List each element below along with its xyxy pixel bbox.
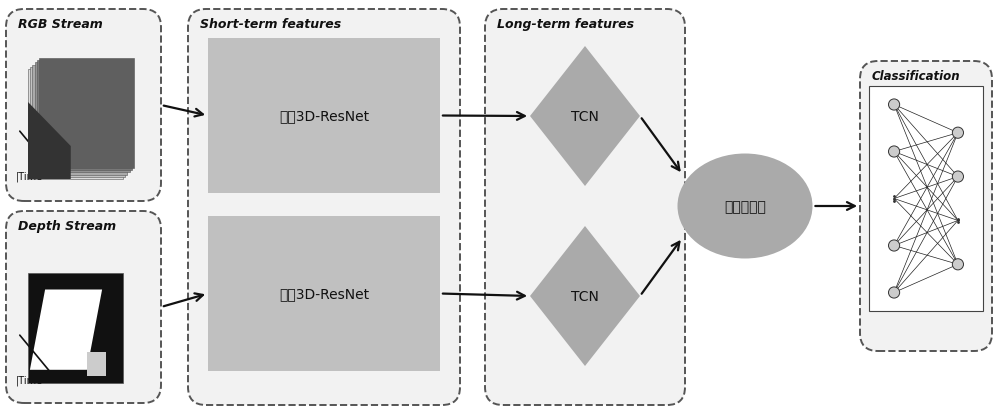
Circle shape xyxy=(952,259,964,270)
Text: RGB Stream: RGB Stream xyxy=(18,18,103,31)
Circle shape xyxy=(888,147,900,158)
Text: Short-term features: Short-term features xyxy=(200,18,341,31)
Polygon shape xyxy=(30,290,102,370)
Text: Classification: Classification xyxy=(872,70,961,83)
FancyBboxPatch shape xyxy=(6,10,161,202)
FancyBboxPatch shape xyxy=(6,211,161,403)
Text: Long-term features: Long-term features xyxy=(497,18,634,31)
Ellipse shape xyxy=(678,154,812,259)
Bar xyxy=(37,61,132,171)
Bar xyxy=(39,59,134,169)
FancyBboxPatch shape xyxy=(485,10,685,405)
Bar xyxy=(208,216,440,371)
Text: Depth Stream: Depth Stream xyxy=(18,219,116,233)
Text: |Time: |Time xyxy=(16,171,43,182)
Polygon shape xyxy=(530,47,640,187)
Text: 轻量3D-ResNet: 轻量3D-ResNet xyxy=(279,287,369,301)
Text: TCN: TCN xyxy=(571,289,599,303)
Text: |Time: |Time xyxy=(16,375,43,386)
Bar xyxy=(30,68,125,177)
Text: 轻量3D-ResNet: 轻量3D-ResNet xyxy=(279,109,369,123)
Polygon shape xyxy=(28,103,71,180)
Bar xyxy=(32,65,127,175)
Polygon shape xyxy=(87,352,106,377)
FancyBboxPatch shape xyxy=(860,62,992,351)
Circle shape xyxy=(888,287,900,298)
Bar xyxy=(208,39,440,194)
Circle shape xyxy=(952,171,964,183)
Text: TCN: TCN xyxy=(571,110,599,124)
FancyBboxPatch shape xyxy=(188,10,460,405)
Bar xyxy=(28,273,123,383)
Circle shape xyxy=(952,128,964,139)
Bar xyxy=(28,70,123,180)
Text: 注意力机制: 注意力机制 xyxy=(724,199,766,214)
Bar xyxy=(35,63,130,173)
Circle shape xyxy=(888,100,900,111)
Bar xyxy=(869,87,983,311)
Polygon shape xyxy=(530,226,640,366)
Circle shape xyxy=(888,240,900,252)
